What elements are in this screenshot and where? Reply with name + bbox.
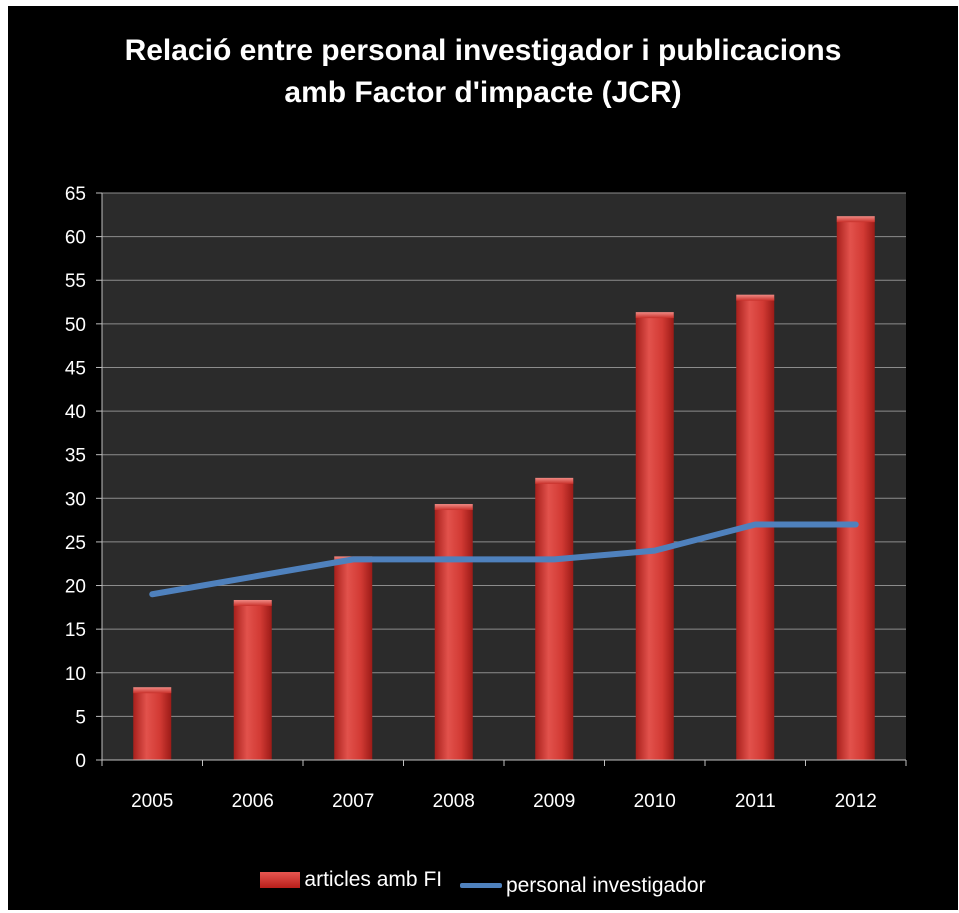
bar-top — [233, 599, 272, 606]
y-tick-label: 30 — [65, 489, 86, 510]
y-tick-label: 65 — [65, 184, 86, 205]
x-tick-label: 2009 — [533, 791, 575, 812]
y-tick-label: 10 — [65, 664, 86, 685]
bar-top — [133, 687, 172, 694]
x-tick-label: 2006 — [232, 791, 274, 812]
legend-label-articles: articles amb FI — [304, 868, 443, 891]
bar — [836, 219, 875, 760]
line-point — [453, 558, 455, 560]
bar-series — [133, 216, 875, 760]
x-tick-label: 2011 — [735, 791, 776, 812]
chart-frame: Relació entre personal investigador i pu… — [8, 6, 958, 910]
line-series — [149, 521, 859, 598]
y-tick-label: 45 — [65, 358, 86, 379]
legend-swatch-bar — [260, 872, 301, 888]
chart-title: Relació entre personal investigador i pu… — [8, 30, 958, 114]
y-tick-label: 0 — [75, 751, 86, 772]
line-point — [754, 523, 756, 525]
bar-top — [836, 216, 875, 223]
y-tick-label: 5 — [75, 707, 86, 728]
x-tick-label: 2007 — [332, 791, 374, 812]
line-point — [654, 550, 656, 552]
axes: 0 5 10 15 20 25 30 35 40 45 50 55 60 65 2005 2006 2007 20… — [65, 184, 907, 812]
legend: articles amb FI personal investigador — [8, 868, 958, 898]
line-point — [855, 523, 857, 525]
bar — [535, 480, 574, 760]
bar — [434, 507, 473, 760]
chart-title-line-1: Relació entre personal investigador i pu… — [124, 34, 842, 67]
y-tick-label: 60 — [65, 228, 86, 249]
bar — [334, 559, 373, 760]
series-line-personal — [149, 521, 859, 598]
line-point — [352, 558, 354, 560]
line-point — [553, 558, 555, 560]
y-tick-label: 15 — [65, 620, 86, 641]
legend-label-personal: personal investigador — [505, 873, 706, 897]
x-tick-label: 2012 — [835, 791, 877, 812]
legend-swatch-line — [459, 883, 502, 888]
bar — [233, 602, 272, 760]
bar-top — [535, 477, 574, 484]
x-tick-label: 2005 — [131, 791, 173, 812]
y-tick-label: 55 — [65, 271, 86, 292]
legend-item-articles: articles amb FI — [260, 868, 442, 892]
chart-title-line-2: amb Factor d'impacte (JCR) — [284, 76, 682, 109]
chart-svg: 0 5 10 15 20 25 30 35 40 45 50 55 60 65 2005 2006 2007 20… — [65, 184, 907, 812]
line-point — [151, 593, 153, 595]
bar-top — [635, 312, 674, 319]
y-tick-label: 40 — [65, 402, 86, 423]
x-tick-label: 2008 — [433, 791, 475, 812]
x-tick-label: 2010 — [634, 791, 676, 812]
y-tick-label: 25 — [65, 533, 86, 554]
bar — [133, 690, 172, 760]
y-tick-label: 35 — [65, 446, 86, 467]
bar-top — [434, 504, 473, 511]
legend-item-personal: personal investigador — [459, 873, 706, 898]
bar — [635, 315, 674, 760]
plot-area — [102, 193, 906, 760]
line-point — [252, 576, 254, 578]
bar-top — [736, 294, 775, 301]
y-tick-label: 50 — [65, 315, 86, 336]
y-tick-label: 20 — [65, 577, 86, 598]
